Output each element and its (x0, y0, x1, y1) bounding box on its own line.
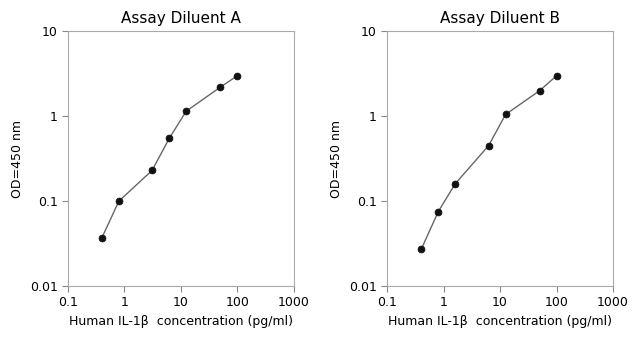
Y-axis label: OD=450 nm: OD=450 nm (11, 120, 24, 198)
Title: Assay Diluent A: Assay Diluent A (121, 11, 241, 26)
X-axis label: Human IL-1β  concentration (pg/ml): Human IL-1β concentration (pg/ml) (69, 315, 293, 328)
Title: Assay Diluent B: Assay Diluent B (440, 11, 560, 26)
X-axis label: Human IL-1β  concentration (pg/ml): Human IL-1β concentration (pg/ml) (388, 315, 612, 328)
Y-axis label: OD=450 nm: OD=450 nm (330, 120, 344, 198)
